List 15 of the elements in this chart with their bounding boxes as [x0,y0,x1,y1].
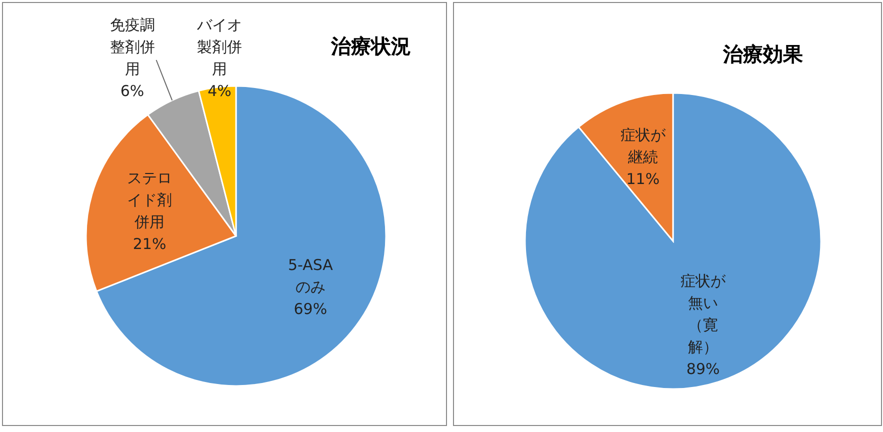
slice-label: 症状が継続 [619,125,666,168]
chart-title: 治療効果 [723,41,803,68]
data-label: 11% [625,169,661,190]
pie-slice [524,92,822,390]
slice-label: ステロイド剤併用 [126,168,174,233]
data-label: 4% [206,81,232,102]
data-label: 69% [292,298,328,320]
text: 治療状況 [331,33,411,60]
data-label: 6% [119,81,146,102]
slice-label: 免疫調整剤併用 [108,15,156,80]
data-label: 89% [685,358,721,380]
slice-label: バイオ製剤併用 [196,15,244,80]
slice-label: 5-ASAのみ [286,254,334,298]
slice-label: 症状が無い（寛解） [680,270,727,358]
data-label: 21% [132,234,168,255]
